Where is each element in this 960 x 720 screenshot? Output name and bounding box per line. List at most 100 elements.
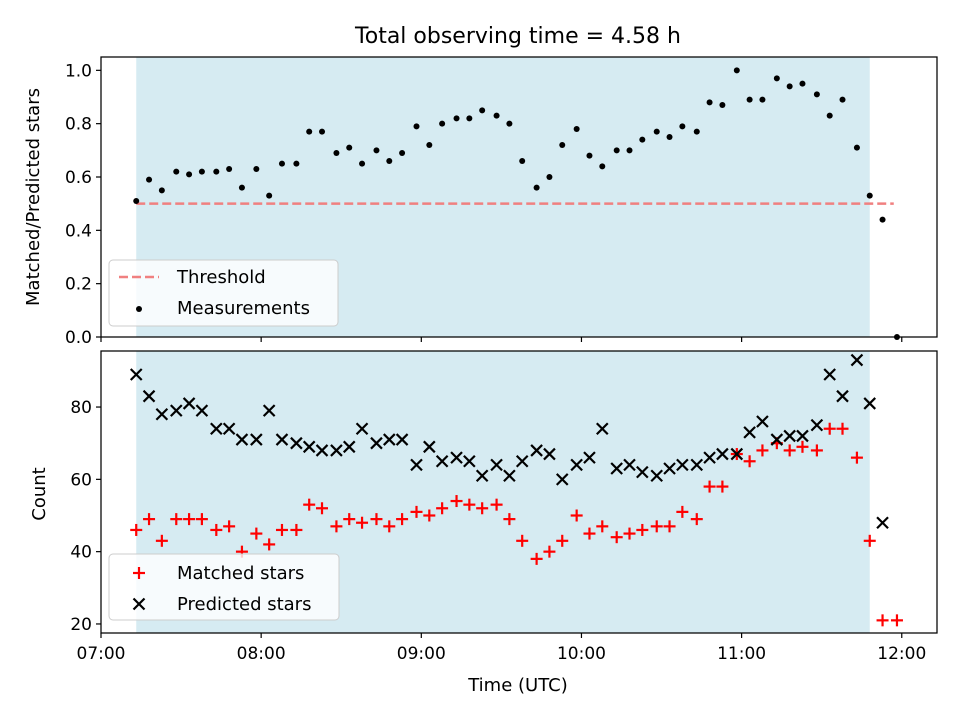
bottom-xtick-label: 08:00 bbox=[237, 644, 286, 664]
predicted-star-point bbox=[370, 436, 383, 450]
matched-star-point bbox=[583, 527, 596, 540]
matched-star-point bbox=[303, 498, 316, 511]
measurement-point bbox=[839, 96, 846, 103]
predicted-star-point bbox=[475, 469, 489, 483]
matched-star-point bbox=[890, 614, 903, 627]
top-x-ticks bbox=[100, 337, 903, 342]
predicted-star-point bbox=[302, 440, 316, 454]
measurement-point bbox=[306, 128, 313, 135]
measurement-point bbox=[399, 150, 406, 156]
matched-star-point bbox=[450, 495, 463, 508]
predicted-star-point bbox=[182, 397, 196, 410]
matched-stars-marks bbox=[130, 422, 903, 627]
measurement-point bbox=[533, 184, 540, 191]
legend-measurements-swatch bbox=[136, 306, 142, 312]
predicted-star-point bbox=[836, 389, 849, 403]
predicted-star-point bbox=[330, 444, 343, 457]
matched-star-point bbox=[556, 534, 569, 547]
predicted-star-point bbox=[410, 458, 423, 472]
bottom-xtick-label: 09:00 bbox=[397, 644, 446, 664]
predicted-star-point bbox=[690, 458, 704, 472]
measurement-point bbox=[226, 166, 233, 172]
measurement-point bbox=[693, 128, 700, 135]
matched-star-point bbox=[716, 480, 729, 493]
measurement-point bbox=[759, 96, 766, 103]
measurement-point bbox=[439, 120, 446, 127]
legend-matched-label: Matched stars bbox=[177, 563, 304, 584]
measurement-point bbox=[786, 83, 793, 90]
matched-star-point bbox=[596, 520, 609, 533]
predicted-star-point bbox=[756, 415, 769, 428]
matched-star-point bbox=[610, 531, 623, 544]
measurement-point bbox=[559, 142, 566, 148]
measurement-point bbox=[866, 192, 873, 199]
measurement-point bbox=[158, 187, 165, 194]
measurement-point bbox=[413, 123, 420, 130]
legend-predicted-swatch bbox=[132, 597, 146, 611]
measurement-point bbox=[293, 160, 300, 167]
predicted-star-point bbox=[129, 368, 143, 381]
predicted-star-point bbox=[155, 407, 169, 421]
measurement-point bbox=[826, 112, 833, 119]
matched-star-point bbox=[850, 451, 863, 464]
matched-star-point bbox=[263, 538, 276, 551]
predicted-star-point bbox=[515, 454, 529, 468]
matched-star-point bbox=[383, 520, 396, 533]
measurement-point bbox=[719, 102, 726, 108]
top-y-axis-label: Matched/Predicted stars bbox=[23, 88, 44, 306]
measurement-point bbox=[666, 134, 673, 140]
measurement-point bbox=[173, 168, 180, 175]
bottom-y-ticks: 20 40 60 80 bbox=[70, 398, 101, 635]
matched-star-point bbox=[476, 502, 489, 515]
predicted-star-point bbox=[555, 473, 569, 486]
top-ytick-label: 1.0 bbox=[65, 61, 92, 81]
measurement-point bbox=[599, 163, 606, 170]
matched-star-point bbox=[436, 502, 449, 515]
measurement-point bbox=[813, 91, 820, 98]
bottom-xtick-label: 10:00 bbox=[557, 644, 606, 664]
matched-star-point bbox=[690, 513, 703, 526]
matched-star-point bbox=[623, 527, 636, 540]
predicted-star-point bbox=[250, 433, 263, 446]
predicted-star-point bbox=[342, 440, 356, 454]
matched-star-point bbox=[543, 545, 556, 558]
top-panel: 0.0 0.2 0.4 0.6 0.8 1.0 Matched/Predicted sta… bbox=[23, 56, 938, 348]
top-ytick-label: 0.0 bbox=[65, 328, 92, 348]
predicted-star-point bbox=[435, 454, 449, 468]
bottom-xtick-label: 12:00 bbox=[877, 644, 926, 664]
measurement-point bbox=[746, 96, 753, 103]
measurement-point bbox=[586, 152, 593, 159]
x-axis-label: Time (UTC) bbox=[467, 675, 568, 696]
matched-star-point bbox=[703, 480, 716, 493]
predicted-star-point bbox=[222, 422, 236, 436]
matched-star-point bbox=[490, 498, 503, 511]
matched-star-point bbox=[676, 505, 689, 518]
measurement-point bbox=[266, 192, 273, 199]
predicted-star-point bbox=[703, 451, 716, 464]
measurement-point bbox=[479, 107, 486, 114]
predicted-star-point bbox=[530, 444, 543, 457]
measurement-point bbox=[706, 99, 713, 106]
predicted-star-point bbox=[210, 422, 223, 436]
measurement-point bbox=[359, 160, 366, 167]
bottom-ytick-label: 60 bbox=[70, 470, 92, 490]
predicted-star-point bbox=[382, 433, 396, 446]
matched-star-point bbox=[810, 444, 823, 457]
measurement-point bbox=[333, 150, 340, 156]
measurement-point bbox=[198, 168, 205, 175]
predicted-star-point bbox=[850, 353, 864, 367]
bottom-x-ticks: 07:00 08:00 09:00 10:00 11:00 12:00 bbox=[77, 633, 926, 664]
measurement-point bbox=[879, 216, 886, 223]
predicted-star-point bbox=[450, 451, 463, 464]
predicted-star-point bbox=[623, 458, 636, 472]
predicted-star-point bbox=[676, 458, 689, 472]
matched-star-point bbox=[783, 444, 796, 457]
matched-star-point bbox=[130, 523, 143, 536]
measurement-point bbox=[773, 75, 780, 82]
legend-predicted-label: Predicted stars bbox=[177, 594, 311, 615]
matched-star-point bbox=[396, 513, 409, 526]
chart-title: Total observing time = 4.58 h bbox=[354, 24, 681, 49]
bottom-axes-frame bbox=[100, 350, 938, 634]
measurement-point bbox=[373, 147, 380, 154]
